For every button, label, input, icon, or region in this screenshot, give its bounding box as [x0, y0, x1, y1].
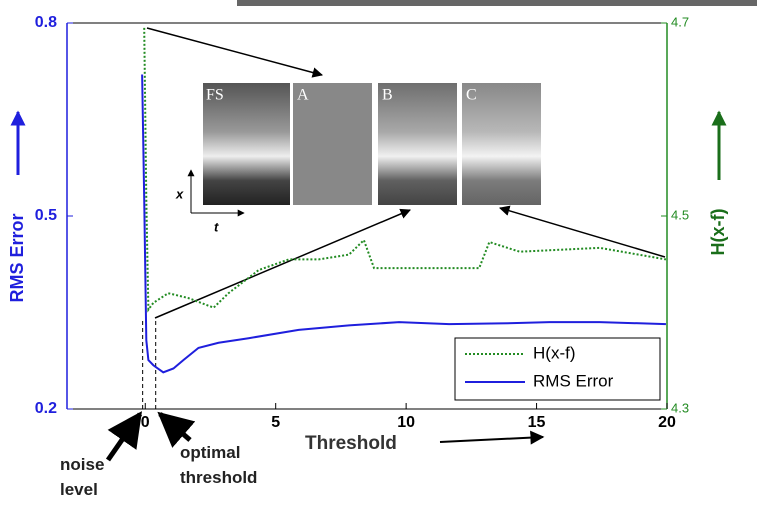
inset-image	[462, 83, 541, 205]
insets: FS A B C x t	[175, 83, 541, 234]
x-tick-label: 15	[528, 414, 546, 431]
inset-label: FS	[206, 87, 224, 104]
inset-image	[293, 83, 372, 205]
arrow	[157, 411, 196, 448]
annotation-box: noise level	[60, 455, 105, 499]
x-tick-label: 20	[658, 414, 676, 431]
inset-label: C	[466, 87, 477, 104]
legend-box	[454, 337, 661, 401]
y2-tick-label: 4.7	[671, 14, 689, 29]
arrow	[498, 205, 666, 258]
x-tick-label: 0	[141, 414, 150, 431]
arrow	[146, 27, 324, 78]
y-tick-label: 0.2	[35, 400, 57, 417]
y-tick-label: 0.8	[35, 14, 57, 31]
y2-tick-label: 4.3	[671, 400, 689, 415]
arrow	[105, 411, 143, 462]
inset-label: A	[297, 87, 309, 104]
y-tick-label: 0.5	[35, 207, 57, 224]
series-line	[141, 74, 666, 374]
annotation-box: optimal threshold	[180, 443, 258, 487]
y-axis-label: RMS Error	[7, 213, 27, 302]
legend: H(x-f) RMS Error	[454, 337, 661, 401]
arrow	[154, 208, 411, 319]
legend-label: H(x-f)	[533, 343, 575, 362]
inset-image	[203, 83, 290, 205]
inset-label: B	[382, 87, 393, 104]
y2-tick-label: 4.5	[671, 207, 689, 222]
x-tick-label: 5	[271, 414, 280, 431]
axis-arrow	[439, 430, 545, 445]
annotation: noise level	[60, 455, 105, 499]
inset-axis-label: t	[214, 219, 219, 234]
series-line	[143, 27, 667, 313]
annotation: optimal threshold	[180, 443, 258, 487]
y2-axis-label: H(x-f)	[708, 209, 728, 256]
inset-image	[378, 83, 457, 205]
x-axis-label: Threshold	[305, 433, 397, 454]
x-tick-label: 10	[397, 414, 415, 431]
legend-label: RMS Error	[533, 371, 614, 390]
inset-axis-label: x	[175, 186, 184, 201]
top-strip	[237, 0, 757, 6]
